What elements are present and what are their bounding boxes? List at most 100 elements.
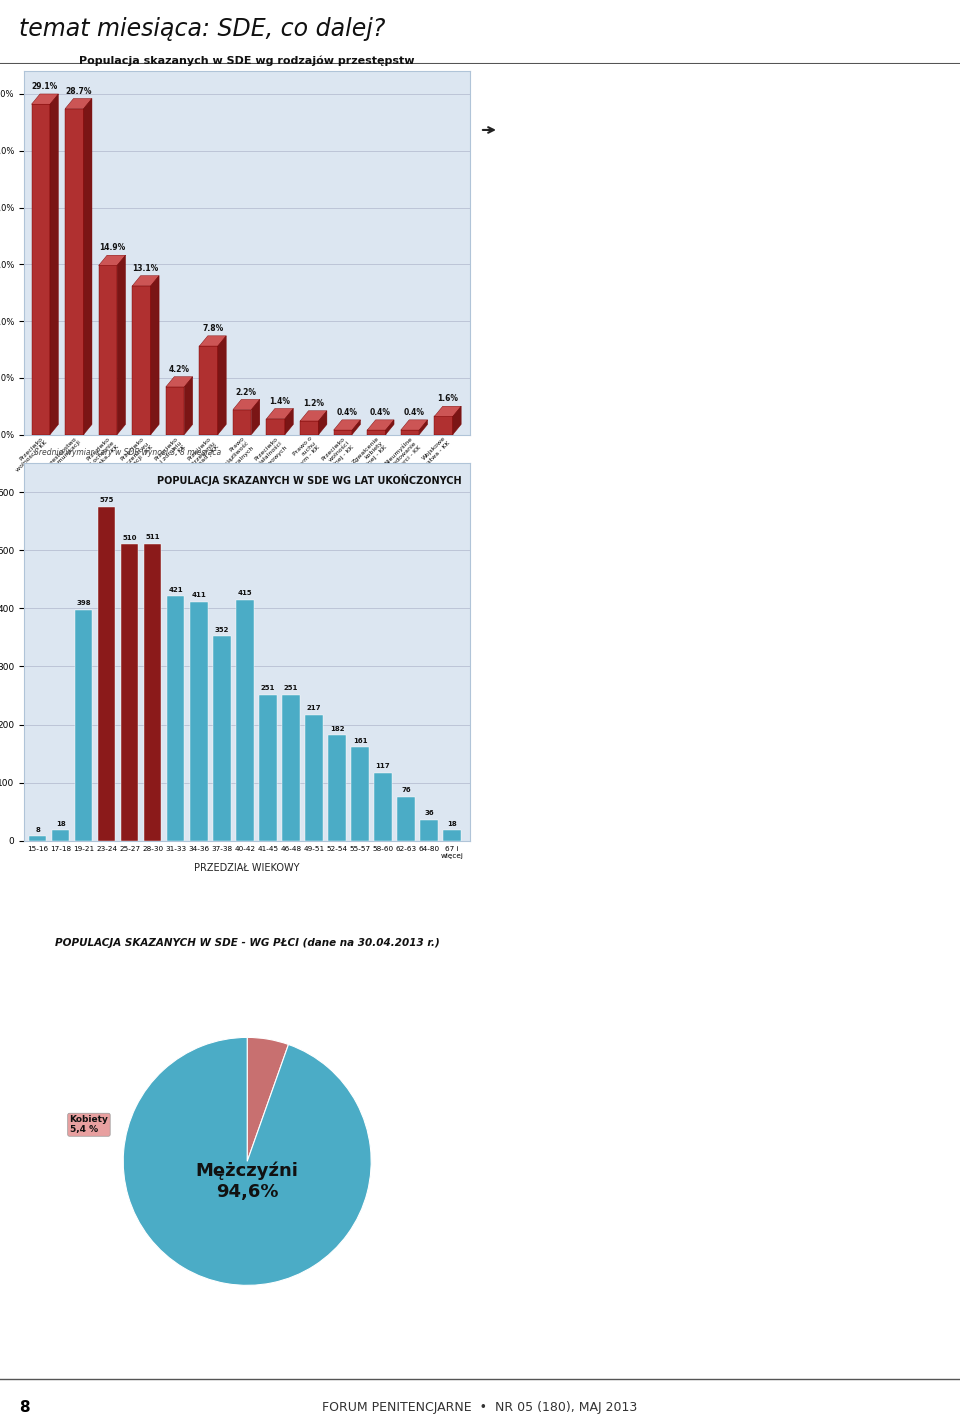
Text: 415: 415 (237, 590, 252, 596)
Bar (300, 420, 319, 435)
X-axis label: PRZEDZIAŁ WIEKOWY: PRZEDZIAŁ WIEKOWY (195, 862, 300, 872)
Text: Średnio wymiar kary w SDE wynosi 3, 8 miesiąca: Średnio wymiar kary w SDE wynosi 3, 8 mi… (34, 446, 221, 456)
Text: 28.7%: 28.7% (65, 87, 92, 95)
Text: 7.8%: 7.8% (203, 323, 224, 333)
Polygon shape (32, 94, 59, 104)
Wedge shape (123, 1037, 372, 1285)
Title: POPULACJA SKAZANYCH W SDE - WG PŁCI (dane na 30.04.2013 r.): POPULACJA SKAZANYCH W SDE - WG PŁCI (dan… (55, 939, 440, 949)
Polygon shape (184, 376, 193, 435)
Polygon shape (352, 420, 360, 435)
Bar (98, 507, 115, 841)
Text: 14.9%: 14.9% (99, 244, 125, 252)
Bar (397, 797, 415, 841)
Bar (144, 544, 161, 841)
Polygon shape (319, 410, 327, 435)
Polygon shape (386, 420, 394, 435)
Polygon shape (300, 410, 327, 420)
Polygon shape (453, 406, 461, 435)
Bar (259, 695, 276, 841)
Polygon shape (420, 420, 427, 435)
Text: POPULACJA SKAZANYCH W SDE WG LAT UKOŃCZONYCH: POPULACJA SKAZANYCH W SDE WG LAT UKOŃCZO… (156, 475, 462, 486)
Text: 18: 18 (447, 821, 457, 826)
Text: 1.6%: 1.6% (437, 395, 458, 403)
Bar (420, 819, 438, 841)
Text: 182: 182 (329, 725, 345, 731)
Bar (75, 610, 92, 841)
Polygon shape (166, 376, 193, 388)
Bar (367, 430, 386, 435)
Polygon shape (151, 275, 159, 435)
Bar (213, 636, 230, 841)
Text: 161: 161 (352, 738, 368, 744)
Text: 8: 8 (36, 826, 40, 832)
Text: Mężczyźni
94,6%: Mężczyźni 94,6% (196, 1161, 299, 1201)
Text: 8: 8 (19, 1399, 30, 1415)
Bar (190, 601, 207, 841)
Text: 4.2%: 4.2% (169, 365, 190, 373)
Bar (351, 747, 369, 841)
Text: 36: 36 (424, 811, 434, 817)
Text: 2.2%: 2.2% (236, 388, 257, 396)
Bar (334, 430, 352, 435)
Polygon shape (132, 275, 159, 286)
Polygon shape (267, 409, 294, 419)
Text: 0.4%: 0.4% (371, 408, 391, 418)
Text: 18: 18 (56, 821, 65, 826)
Bar (328, 735, 346, 841)
Bar (305, 715, 323, 841)
Bar (29, 836, 46, 841)
Text: 411: 411 (191, 593, 206, 598)
Bar (282, 695, 300, 841)
Polygon shape (233, 399, 260, 409)
Text: Kobiety
5,4 %: Kobiety 5,4 % (69, 1114, 108, 1134)
Text: 117: 117 (375, 764, 391, 770)
Text: FORUM PENITENCJARNE  •  NR 05 (180), MAJ 2013: FORUM PENITENCJARNE • NR 05 (180), MAJ 2… (323, 1401, 637, 1414)
Text: 352: 352 (215, 627, 229, 633)
Title: Populacja skazanych w SDE wg rodzajów przestępstw: Populacja skazanych w SDE wg rodzajów pr… (80, 56, 415, 67)
Bar (374, 772, 392, 841)
Bar (444, 831, 461, 841)
Bar (434, 416, 453, 435)
Text: 421: 421 (169, 587, 183, 593)
Bar (99, 265, 117, 435)
Polygon shape (400, 420, 427, 430)
Text: temat miesiąca: SDE, co dalej?: temat miesiąca: SDE, co dalej? (19, 17, 386, 41)
Text: 0.4%: 0.4% (404, 408, 424, 418)
Bar (32, 104, 50, 435)
Polygon shape (434, 406, 461, 416)
Polygon shape (367, 420, 394, 430)
Polygon shape (99, 255, 126, 265)
Polygon shape (218, 336, 227, 435)
Bar (200, 346, 218, 435)
Bar (166, 388, 184, 435)
Text: 217: 217 (306, 705, 322, 711)
Text: 251: 251 (284, 685, 299, 691)
Polygon shape (84, 98, 92, 435)
Text: 1.2%: 1.2% (303, 399, 324, 408)
Text: 511: 511 (146, 534, 160, 540)
Bar (65, 108, 84, 435)
Polygon shape (117, 255, 126, 435)
Text: 76: 76 (401, 787, 411, 794)
Polygon shape (334, 420, 360, 430)
Text: 29.1%: 29.1% (32, 83, 59, 91)
Polygon shape (252, 399, 260, 435)
Text: 0.4%: 0.4% (337, 408, 357, 418)
Wedge shape (247, 1037, 288, 1161)
Polygon shape (65, 98, 92, 108)
Text: 13.1%: 13.1% (132, 264, 158, 272)
Bar (52, 831, 69, 841)
Bar (132, 286, 151, 435)
Text: 510: 510 (123, 534, 137, 542)
Text: 1.4%: 1.4% (270, 396, 291, 406)
Bar (400, 430, 420, 435)
Bar (167, 596, 184, 841)
Polygon shape (50, 94, 59, 435)
Bar (233, 409, 252, 435)
Text: 251: 251 (261, 685, 276, 691)
Text: 398: 398 (77, 600, 91, 606)
Bar (121, 544, 138, 841)
Bar (236, 600, 253, 841)
Text: 575: 575 (100, 497, 114, 503)
Polygon shape (200, 336, 227, 346)
